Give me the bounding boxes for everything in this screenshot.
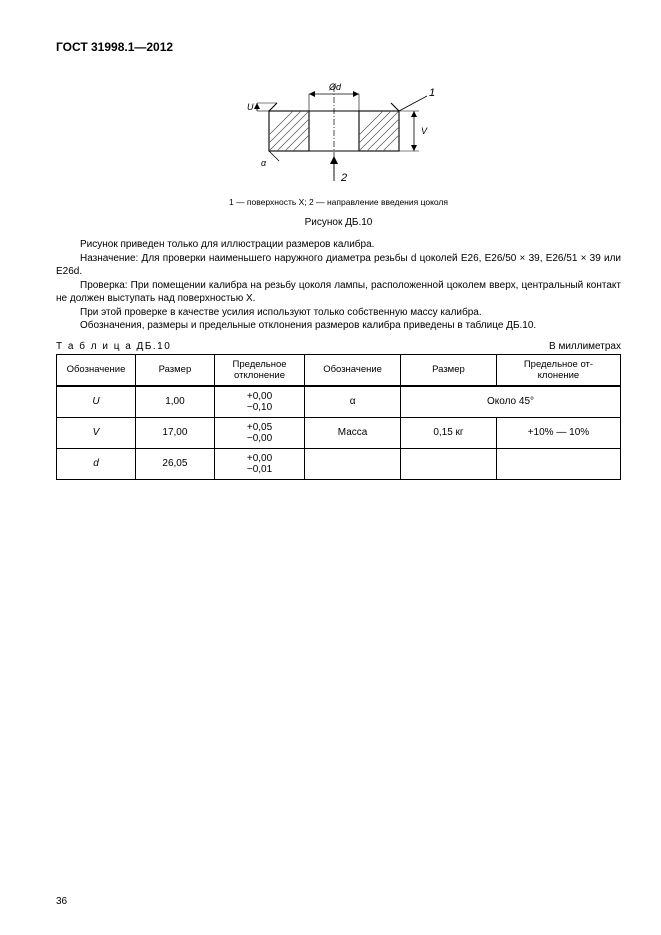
cell: U	[57, 386, 136, 418]
table-row: U 1,00 +0,00−0,10 α Около 45°	[57, 386, 621, 418]
table-row: V 17,00 +0,05−0,00 Масса 0,15 кг +10% — …	[57, 417, 621, 448]
document-header: ГОСТ 31998.1—2012	[56, 40, 621, 54]
table-row: d 26,05 +0,00−0,01	[57, 448, 621, 479]
cell: +0,00−0,10	[214, 386, 304, 418]
cell: +0,00−0,01	[214, 448, 304, 479]
table-db10: Обозначение Размер Предельное отклонение…	[56, 354, 621, 480]
para-4: При этой проверке в качестве усилия испо…	[56, 306, 621, 320]
cell	[496, 448, 620, 479]
cell: +10% — 10%	[496, 417, 620, 448]
dim-alpha: α	[261, 158, 267, 168]
body-text-block: Рисунок приведен только для иллюстрации …	[56, 238, 621, 333]
para-3: Проверка: При помещении калибра на резьб…	[56, 279, 621, 306]
dim-d: Ød	[328, 82, 342, 92]
cell: 17,00	[135, 417, 214, 448]
th-5: Размер	[401, 354, 497, 386]
table-header-row: Т а б л и ц а ДБ.10 В миллиметрах	[56, 341, 621, 352]
figure-label: Рисунок ДБ.10	[56, 217, 621, 228]
cell: 1,00	[135, 386, 214, 418]
para-1: Рисунок приведен только для иллюстрации …	[56, 238, 621, 252]
table-label: Т а б л и ц а ДБ.10	[56, 341, 171, 352]
cell	[401, 448, 497, 479]
callout-2: 2	[340, 172, 347, 184]
cell: Масса	[305, 417, 401, 448]
th-6: Предельное от-клонение	[496, 354, 620, 386]
cell: V	[57, 417, 136, 448]
cell	[305, 448, 401, 479]
dim-u: U	[247, 102, 254, 112]
callout-1: 1	[429, 87, 435, 99]
cell: 26,05	[135, 448, 214, 479]
para-2: Назначение: Для проверки наименьшего нар…	[56, 252, 621, 279]
cell: +0,05−0,00	[214, 417, 304, 448]
cell: Около 45°	[401, 386, 621, 418]
page-number: 36	[56, 896, 67, 907]
th-2: Размер	[135, 354, 214, 386]
th-3: Предельное отклонение	[214, 354, 304, 386]
figure-caption-legend: 1 — поверхность X; 2 — направление введе…	[56, 197, 621, 207]
figure-db10: Ød V U α 1 2	[56, 66, 621, 191]
th-1: Обозначение	[57, 354, 136, 386]
table-units: В миллиметрах	[549, 341, 621, 352]
cell: d	[57, 448, 136, 479]
para-5: Обозначения, размеры и предельные отклон…	[56, 319, 621, 333]
th-4: Обозначение	[305, 354, 401, 386]
dim-v: V	[421, 126, 428, 136]
cell: 0,15 кг	[401, 417, 497, 448]
cell: α	[305, 386, 401, 418]
